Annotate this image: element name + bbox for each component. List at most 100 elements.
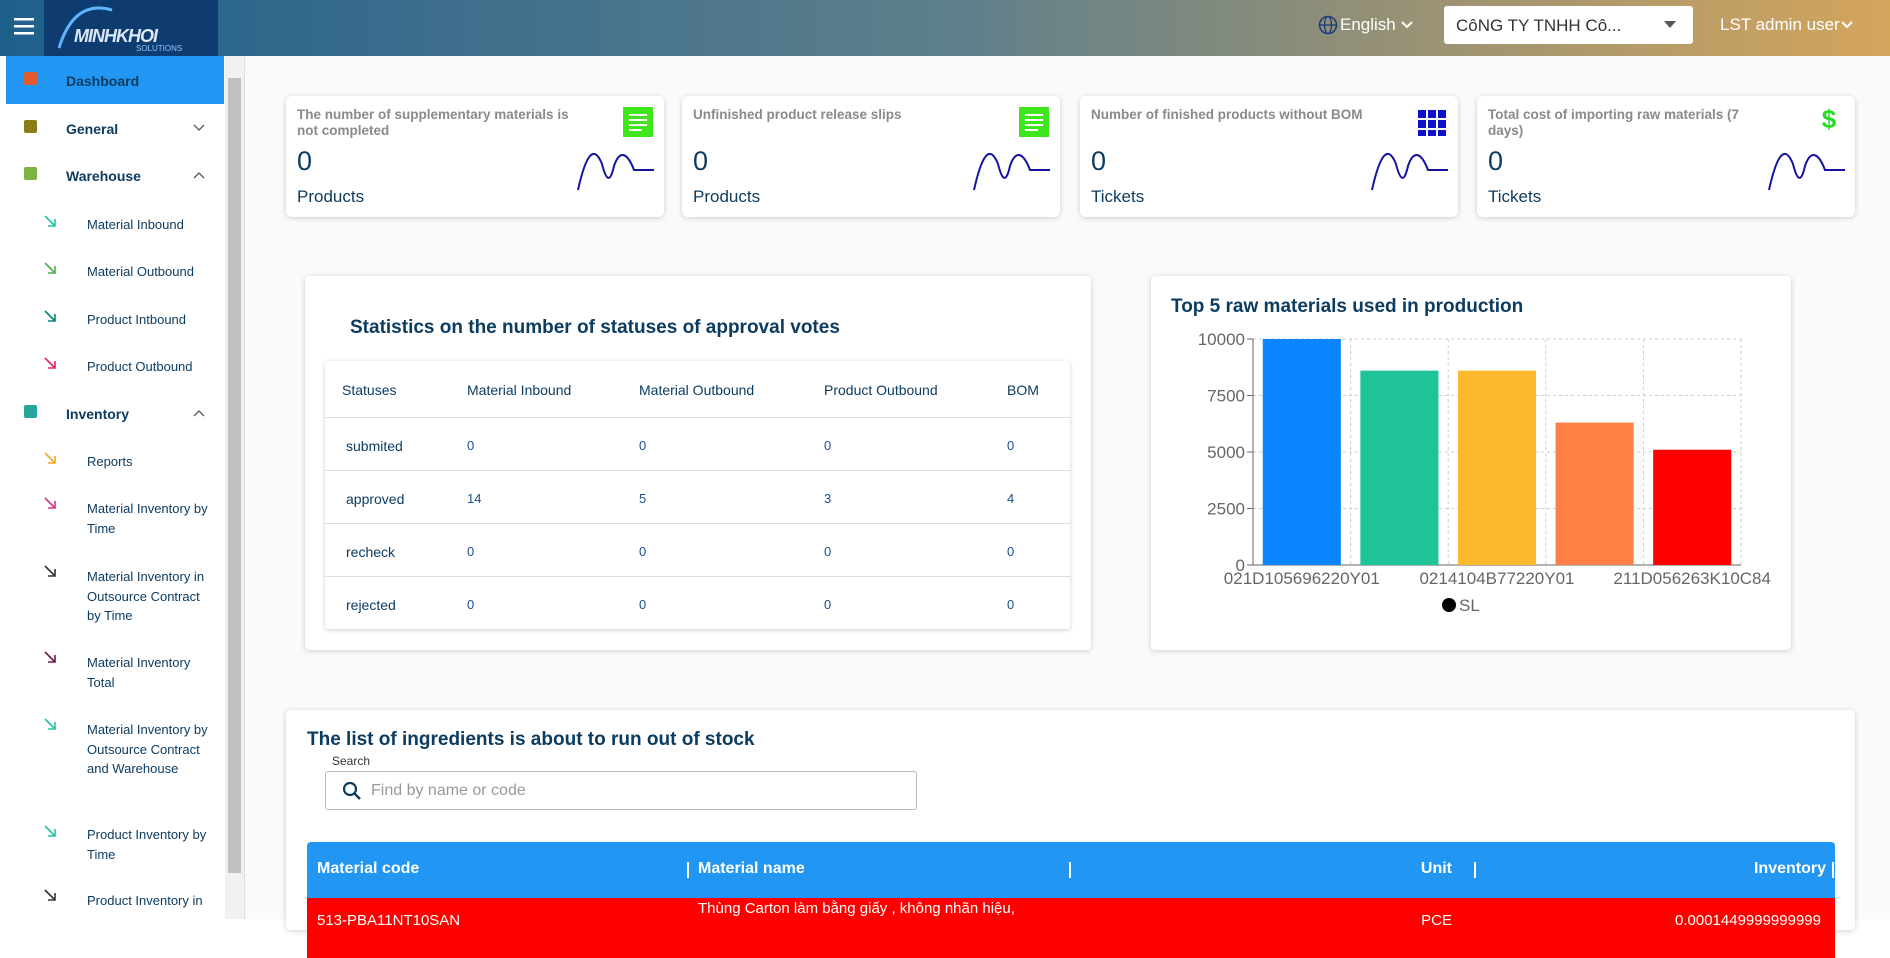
table-header: Material Outbound bbox=[639, 382, 755, 398]
y-tick-label: 0 bbox=[1236, 556, 1245, 575]
nav-label[interactable]: Reports bbox=[87, 454, 133, 469]
table-header: Product Outbound bbox=[824, 382, 938, 398]
table-header: Material name bbox=[698, 860, 805, 877]
nav-label[interactable]: Product Inventory in bbox=[87, 893, 203, 908]
table-cell: 4 bbox=[1007, 491, 1015, 506]
nav-icon bbox=[44, 825, 56, 837]
table-cell: 513-PBA11NT10SAN bbox=[317, 912, 461, 929]
nav-label[interactable]: Inventory bbox=[66, 406, 130, 422]
x-tick-label: 211D056263K10C84 bbox=[1613, 569, 1771, 588]
nav-icon bbox=[44, 497, 56, 509]
y-tick-label: 7500 bbox=[1207, 387, 1245, 406]
panel-title: The list of ingredients is about to run … bbox=[307, 729, 755, 750]
card-title: Total cost of importing raw materials (7… bbox=[1488, 107, 1740, 138]
nav-label[interactable]: Material Inbound bbox=[87, 217, 184, 232]
bar[interactable] bbox=[1555, 422, 1634, 565]
x-tick-label: 021D105696220Y01 bbox=[1224, 569, 1380, 588]
nav-label[interactable]: Material Inventory by Outsource Contract… bbox=[87, 722, 208, 776]
nav-icon bbox=[44, 310, 56, 322]
nav-label[interactable]: Material Outbound bbox=[87, 264, 194, 279]
table-cell: 3 bbox=[824, 491, 832, 506]
x-tick-label: 0214104B77220Y01 bbox=[1419, 569, 1574, 588]
chevron bbox=[1401, 21, 1413, 29]
table-cell: recheck bbox=[346, 544, 396, 560]
table-cell: 5 bbox=[639, 491, 647, 506]
nav-label[interactable]: Warehouse bbox=[66, 168, 141, 184]
card-value: 0 bbox=[297, 146, 313, 176]
table-cell: 0 bbox=[467, 597, 475, 612]
panel-title: Statistics on the number of statuses of … bbox=[350, 317, 840, 338]
svg-text:$: $ bbox=[1822, 106, 1837, 134]
table-cell: approved bbox=[346, 491, 405, 507]
nav-icon bbox=[24, 120, 37, 133]
nav-label[interactable]: Product Inventory by Time bbox=[87, 827, 207, 862]
table-cell: Thùng Carton làm bằng giấy , không nhãn … bbox=[698, 900, 1015, 917]
nav-label[interactable]: Material Inventory in Outsource Contract… bbox=[87, 569, 205, 623]
table-cell: 0 bbox=[639, 544, 647, 559]
bar[interactable] bbox=[1653, 449, 1732, 565]
table-header: BOM bbox=[1007, 382, 1039, 398]
card-icon bbox=[1418, 110, 1446, 136]
nav-icon bbox=[44, 651, 56, 663]
stat-card: Total cost of importing raw materials (7… bbox=[1477, 96, 1855, 217]
nav-label[interactable]: Material Inventory by Time bbox=[87, 501, 208, 536]
user[interactable]: LST admin user bbox=[1720, 15, 1840, 34]
table-row[interactable]: 513-PBA11NT10SAN Thùng Carton làm bằng gi… bbox=[307, 898, 1835, 958]
search-label: Search bbox=[329, 754, 374, 768]
expand-chevron bbox=[193, 410, 205, 417]
table-cell: 0 bbox=[824, 597, 832, 612]
menu-icon[interactable] bbox=[14, 16, 40, 38]
table-header-bar: Material code Material name Unit Inventory bbox=[307, 842, 1835, 898]
expand-chevron bbox=[193, 172, 205, 179]
globe-icon bbox=[1318, 15, 1338, 35]
logo[interactable]: MINHKHOI SOLUTIONS bbox=[44, 0, 218, 56]
status-panel: Statistics on the number of statuses of … bbox=[305, 276, 1091, 650]
nav-icon bbox=[44, 565, 56, 577]
table-cell: 0 bbox=[467, 544, 475, 559]
active-bg bbox=[6, 56, 224, 104]
table-cell: 0 bbox=[1007, 544, 1015, 559]
card-unit: Tickets bbox=[1488, 187, 1542, 206]
table-cell: submited bbox=[346, 438, 403, 454]
stat-card: Unfinished product release slips 0 Product… bbox=[682, 96, 1060, 217]
sparkline bbox=[577, 152, 654, 191]
nav-label[interactable]: Product Intbound bbox=[87, 312, 187, 327]
sparkline bbox=[1768, 152, 1845, 191]
card-icon: $ bbox=[1822, 106, 1837, 134]
expand-chevron bbox=[193, 124, 205, 131]
table-header: Material code bbox=[317, 860, 420, 877]
nav-label[interactable]: Product Outbound bbox=[87, 359, 193, 374]
table-cell: 0 bbox=[1007, 438, 1015, 453]
table-cell: 0.0001449999999999 bbox=[1675, 912, 1821, 929]
search-placeholder: Find by name or code bbox=[371, 782, 526, 799]
legend-label: SL bbox=[1459, 596, 1480, 615]
language[interactable]: English bbox=[1340, 15, 1396, 34]
card-value: 0 bbox=[1488, 146, 1504, 176]
nav-icon bbox=[24, 405, 37, 418]
card-title: Number of finished products without BOM bbox=[1091, 107, 1363, 122]
col-separator bbox=[1832, 862, 1834, 878]
bar[interactable] bbox=[1457, 370, 1537, 565]
status-table: Statuses Material Inbound Material Outboun… bbox=[325, 361, 1070, 629]
nav-label[interactable]: General bbox=[66, 121, 119, 137]
chart-panel: Top 5 raw materials used in production 0 2… bbox=[1151, 276, 1791, 650]
table-cell: PCE bbox=[1421, 912, 1452, 929]
row-divider bbox=[325, 417, 1070, 418]
nav-icon bbox=[24, 167, 37, 180]
card-title: The number of supplementary materials is… bbox=[297, 107, 569, 138]
nav-icon bbox=[44, 262, 56, 274]
stat-card: The number of supplementary materials is… bbox=[286, 96, 664, 217]
bar[interactable] bbox=[1262, 339, 1341, 565]
card-icon bbox=[1019, 107, 1049, 137]
company-select[interactable]: CôNG TY TNHH Cô... bbox=[1444, 6, 1693, 44]
row-divider bbox=[325, 470, 1070, 471]
search-box[interactable]: Find by name or code bbox=[325, 771, 917, 810]
nav-label[interactable]: Material Inventory Total bbox=[87, 655, 191, 690]
search-icon bbox=[342, 781, 361, 800]
nav-label[interactable]: Dashboard bbox=[66, 73, 140, 89]
bar[interactable] bbox=[1360, 370, 1439, 565]
nav-icon bbox=[44, 357, 56, 369]
table-cell: 0 bbox=[1007, 597, 1015, 612]
scroll-thumb[interactable] bbox=[228, 78, 241, 873]
